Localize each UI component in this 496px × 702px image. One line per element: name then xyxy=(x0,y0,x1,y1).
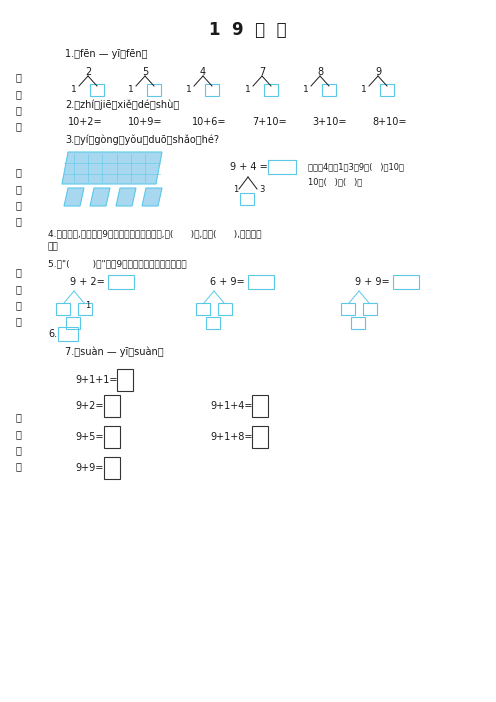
Text: 3.一yí共gòng有yǒu多duō少shǎo盒hé?: 3.一yí共gòng有yǒu多duō少shǎo盒hé? xyxy=(65,135,219,145)
Text: 6.: 6. xyxy=(48,329,57,339)
Text: 新
课
先
知: 新 课 先 知 xyxy=(15,167,21,227)
Text: 8: 8 xyxy=(317,67,323,77)
Text: 1: 1 xyxy=(128,84,134,93)
Bar xyxy=(196,303,210,315)
Bar xyxy=(104,395,120,417)
Text: 9 + 9=: 9 + 9= xyxy=(355,277,390,287)
Text: 数。: 数。 xyxy=(48,242,59,251)
Bar xyxy=(218,303,232,315)
Text: 6 + 9=: 6 + 9= xyxy=(210,277,245,287)
Text: 1: 1 xyxy=(85,300,91,310)
Bar xyxy=(205,84,219,96)
Text: 8+10=: 8+10= xyxy=(372,117,407,127)
Bar xyxy=(117,369,133,391)
Text: 9+1+8=: 9+1+8= xyxy=(210,432,252,442)
Polygon shape xyxy=(62,152,162,184)
Text: 9: 9 xyxy=(375,67,381,77)
Bar xyxy=(108,275,134,289)
Text: 4: 4 xyxy=(200,67,206,77)
Text: 1: 1 xyxy=(245,84,251,93)
Text: 1: 1 xyxy=(186,84,192,93)
Bar xyxy=(380,84,394,96)
Bar xyxy=(90,84,104,96)
Bar xyxy=(363,303,377,315)
Polygon shape xyxy=(90,188,110,206)
Bar xyxy=(264,84,278,96)
Bar xyxy=(104,426,120,448)
Bar xyxy=(322,84,336,96)
Text: 4.通过预习,我知道了9加几的计算就是看大数,拆(      )数,凑成(      ),加剩余的: 4.通过预习,我知道了9加几的计算就是看大数,拆( )数,凑成( ),加剩余的 xyxy=(48,230,261,239)
Text: 1: 1 xyxy=(361,84,367,93)
Text: 9+1+4=: 9+1+4= xyxy=(210,401,252,411)
Text: 想，把4分成1和3，9加(   )得10，: 想，把4分成1和3，9加( )得10， xyxy=(308,162,404,171)
Text: 3: 3 xyxy=(259,185,265,194)
Text: 1.分fēn — yī分fēn。: 1.分fēn — yī分fēn。 xyxy=(65,49,147,59)
Text: 5: 5 xyxy=(142,67,148,77)
Text: 心
中
有
数: 心 中 有 数 xyxy=(15,267,21,326)
Bar xyxy=(56,303,70,315)
Polygon shape xyxy=(142,188,162,206)
Text: 10+9=: 10+9= xyxy=(128,117,163,127)
Bar xyxy=(58,327,78,341)
Text: 2: 2 xyxy=(85,67,91,77)
Text: 9+5=: 9+5= xyxy=(75,432,104,442)
Text: 9+9=: 9+9= xyxy=(75,463,103,473)
Text: 1: 1 xyxy=(234,185,239,194)
Text: 3+10=: 3+10= xyxy=(312,117,347,127)
Polygon shape xyxy=(116,188,136,206)
Text: 预
习
检
验: 预 习 检 验 xyxy=(15,412,21,472)
Text: 1: 1 xyxy=(303,84,309,93)
Bar xyxy=(104,457,120,479)
Text: 1  9  加  几: 1 9 加 几 xyxy=(209,21,287,39)
Polygon shape xyxy=(64,188,84,206)
Bar xyxy=(268,160,296,174)
Text: 7: 7 xyxy=(259,67,265,77)
Bar xyxy=(248,275,274,289)
Bar xyxy=(78,303,92,315)
Text: 5.用"(        )法"计算9加几的进位加法比较简便。: 5.用"( )法"计算9加几的进位加法比较简便。 xyxy=(48,260,186,268)
Text: 温
故
知
新: 温 故 知 新 xyxy=(15,72,21,131)
Bar xyxy=(206,317,220,329)
Bar xyxy=(147,84,161,96)
Bar xyxy=(341,303,355,315)
Text: 10+2=: 10+2= xyxy=(68,117,103,127)
Text: 9 + 2=: 9 + 2= xyxy=(70,277,105,287)
Text: 7.算suàn — yī算suàn。: 7.算suàn — yī算suàn。 xyxy=(65,347,164,357)
Text: 10+6=: 10+6= xyxy=(192,117,227,127)
Bar xyxy=(240,193,254,205)
Text: 9 + 4 =: 9 + 4 = xyxy=(230,162,268,172)
Text: 2.直zhí接jiē写xiě得dé数shù。: 2.直zhí接jiē写xiě得dé数shù。 xyxy=(65,100,179,110)
Bar xyxy=(351,317,365,329)
Text: 9+2=: 9+2= xyxy=(75,401,104,411)
Bar xyxy=(252,426,268,448)
Bar xyxy=(393,275,419,289)
Text: 1: 1 xyxy=(71,84,77,93)
Text: 9+1+1=: 9+1+1= xyxy=(75,375,118,385)
Text: 10加(   )得(   )。: 10加( )得( )。 xyxy=(308,178,362,187)
Text: 7+10=: 7+10= xyxy=(252,117,287,127)
Bar xyxy=(66,317,80,329)
Bar xyxy=(252,395,268,417)
